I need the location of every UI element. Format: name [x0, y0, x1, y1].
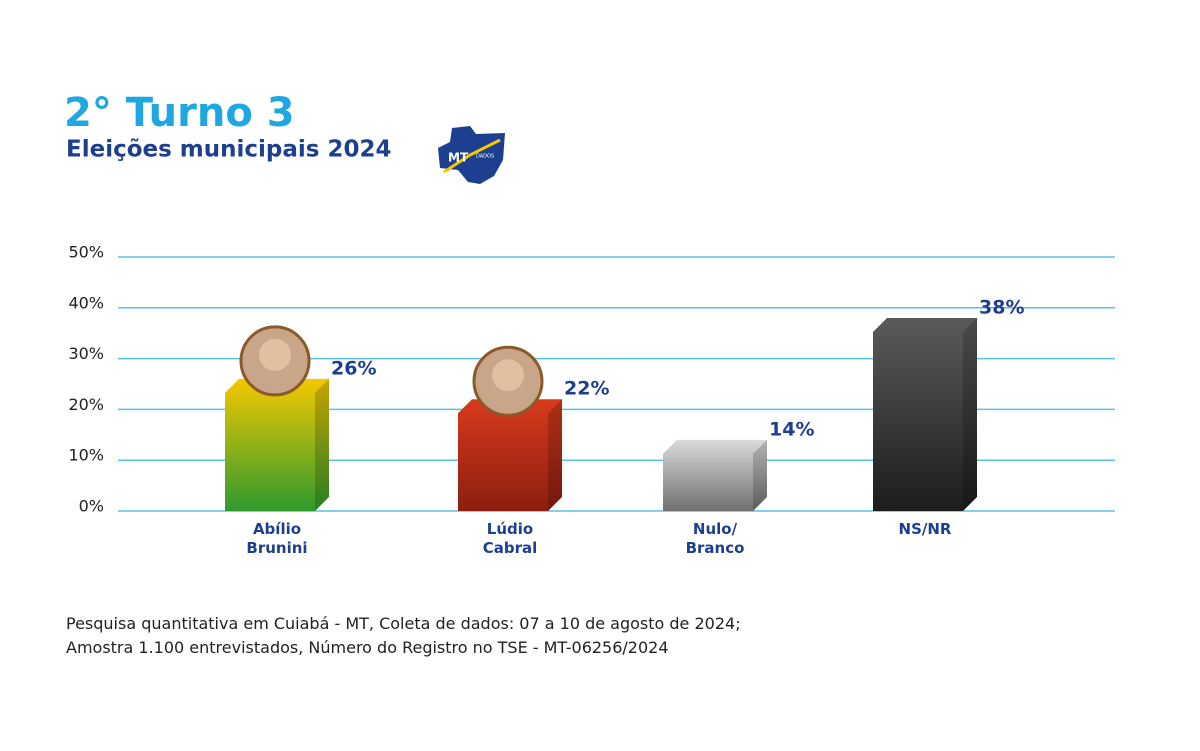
y-tick-label: 30%: [68, 344, 104, 363]
bar-side: [753, 439, 767, 511]
footnote: Pesquisa quantitativa em Cuiabá - MT, Co…: [66, 614, 741, 633]
y-tick-label: 40%: [68, 293, 104, 312]
chart-title: 2° Turno 3: [64, 90, 295, 136]
x-tick-label: Nulo/ Branco: [685, 520, 745, 557]
value-label: 38%: [979, 296, 1024, 318]
y-tick-label: 10%: [68, 446, 104, 465]
y-tick-label: 0%: [79, 497, 104, 516]
footnote: Amostra 1.100 entrevistados, Número do R…: [66, 638, 669, 657]
value-label: 22%: [564, 378, 609, 400]
y-tick-label: 20%: [68, 395, 104, 414]
bar: [663, 439, 767, 511]
y-tick-label: 50%: [68, 243, 104, 262]
bar-side: [963, 317, 977, 511]
chart-subtitle: Eleições municipais 2024: [66, 137, 392, 163]
photo-head: [492, 359, 524, 392]
logo-text: MT: [448, 151, 469, 165]
bar: [458, 399, 562, 511]
bar: [873, 317, 977, 511]
photo-head: [259, 338, 291, 371]
value-label: 26%: [331, 357, 376, 379]
logo-subtext: DADOS: [476, 154, 494, 160]
x-tick-label: NS/NR: [898, 520, 952, 538]
x-tick-label: Lúdio Cabral: [482, 520, 538, 557]
bar-side: [315, 378, 329, 511]
bar-side: [548, 399, 562, 511]
logo: MT DADOS: [438, 126, 505, 184]
x-tick-label: Abílio Brunini: [246, 520, 308, 557]
bar: [225, 378, 329, 511]
value-label: 14%: [769, 418, 814, 440]
